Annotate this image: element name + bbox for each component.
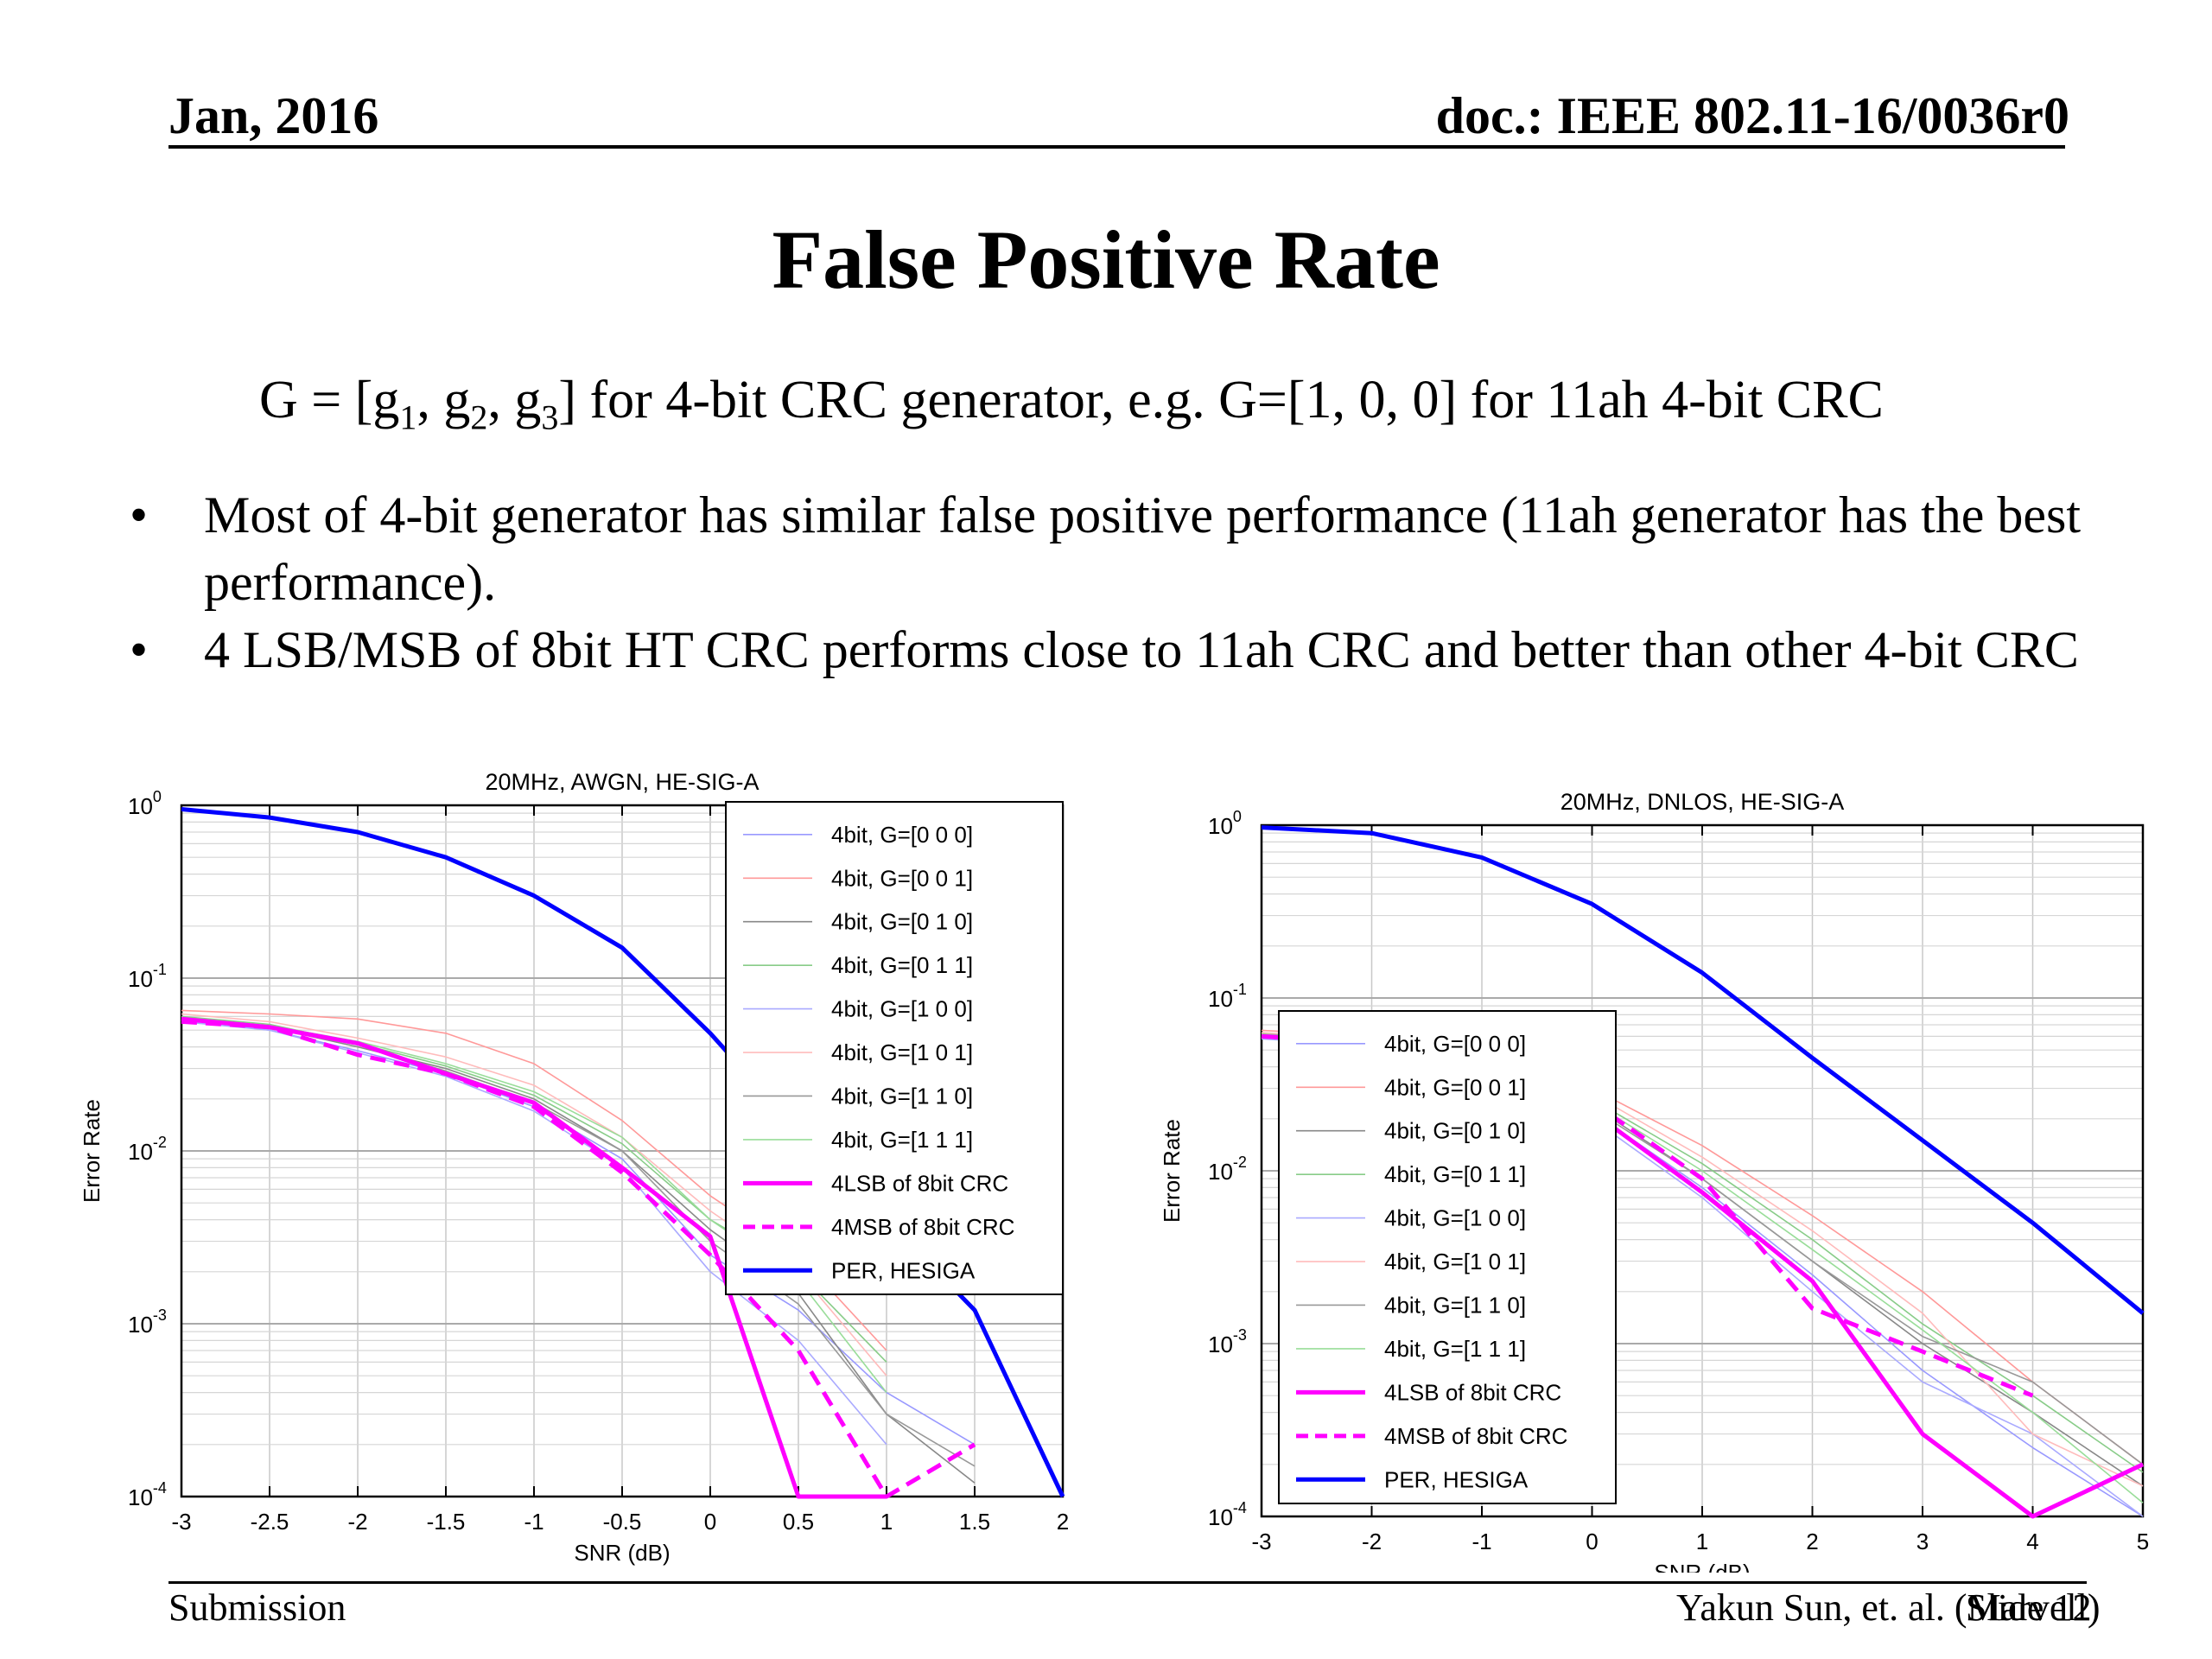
x-tick-label: -3 [171,1509,191,1535]
x-tick-label: -2 [1362,1529,1382,1554]
legend-label: 4bit, G=[0 1 0] [1384,1118,1526,1144]
legend-label: 4bit, G=[1 1 0] [1384,1292,1526,1318]
equation-part: ] for 4-bit CRC generator, e.g. G=[1, 0,… [558,371,1884,429]
footer-rule [168,1581,2087,1584]
equation-part: , g [416,371,471,429]
x-tick-label: 0.5 [783,1509,814,1535]
y-tick-label: 100 [128,788,162,819]
footer-slide-number: Slide 12 [1966,1586,2092,1629]
footer-author: Yakun Sun, et. al. (Marvell) [1676,1586,2101,1629]
chart-title: 20MHz, AWGN, HE-SIG-A [485,769,759,795]
x-tick-label: -1.5 [427,1509,466,1535]
x-tick-label: -2 [347,1509,367,1535]
y-tick-label: 10-1 [1208,981,1247,1012]
x-tick-label: 1.5 [959,1509,990,1535]
legend-label: 4bit, G=[0 0 1] [1384,1074,1526,1100]
generator-equation: G = [g1, g2, g3] for 4-bit CRC generator… [259,370,1884,437]
header-rule [168,145,2065,149]
x-tick-label: -3 [1251,1529,1271,1554]
legend-label: 4bit, G=[0 0 1] [831,865,973,891]
legend-box [725,801,1064,1295]
legend: 4bit, G=[0 0 0] 4bit, G=[0 0 1] 4bit, G=[0… [1278,1010,1617,1504]
y-axis-label: Error Rate [79,1099,105,1203]
series-line [181,1019,976,1499]
bullet-marker: • [130,486,149,543]
x-tick-label: -1 [524,1509,543,1535]
bullet-text: Most of 4-bit generator has similar fals… [204,486,2082,611]
legend-label: 4bit, G=[1 0 0] [1384,1205,1526,1231]
x-tick-label: 0 [704,1509,716,1535]
legend-label: 4bit, G=[1 1 1] [831,1127,973,1153]
y-axis-label: Error Rate [1159,1119,1185,1223]
chart-dnlos: -3 -2 -1 0 1 2 3 4 5 100 10-1 10-2 10-3 10-4 20MHz, DN… [1159,789,2149,1573]
header-date: Jan, 2016 [168,87,379,144]
legend-label: 4MSB of 8bit CRC [1384,1423,1567,1449]
x-tick-label: 3 [1916,1529,1929,1554]
legend-label: PER, HESIGA [1384,1466,1529,1492]
chart-title: 20MHz, DNLOS, HE-SIG-A [1560,789,1845,815]
header-doc-id: doc.: IEEE 802.11-16/0036r0 [1435,87,2069,144]
equation-subscript: 1 [399,397,417,437]
legend-label: 4bit, G=[0 1 0] [831,909,973,935]
legend-label: 4bit, G=[1 1 0] [831,1083,973,1109]
x-tick-label: 1 [880,1509,893,1535]
bullet-text: 4 LSB/MSB of 8bit HT CRC performs close … [204,621,2079,678]
series-line [181,1016,887,1499]
bullet-marker: • [130,621,149,678]
x-tick-label: 2 [1057,1509,1069,1535]
y-tick-label: 10-4 [1208,1499,1247,1530]
x-tick-label: 4 [2026,1529,2038,1554]
legend-box [1278,1010,1617,1504]
x-tick-label: 2 [1806,1529,1818,1554]
legend-label: 4bit, G=[0 1 1] [1384,1161,1526,1187]
legend-label: 4bit, G=[1 1 1] [1384,1336,1526,1362]
legend-label: 4bit, G=[1 0 0] [831,996,973,1022]
y-tick-label: 10-2 [128,1134,167,1165]
y-tick-label: 10-3 [1208,1326,1247,1357]
x-tick-label: -2.5 [251,1509,289,1535]
y-tick-label: 10-2 [1208,1154,1247,1185]
x-axis-label: SNR (dB) [574,1540,670,1566]
legend: 4bit, G=[0 0 0] 4bit, G=[0 0 1] 4bit, G=[0… [725,801,1064,1295]
legend-label: PER, HESIGA [831,1257,976,1283]
series-line [1261,825,2145,1315]
y-tick-label: 10-1 [128,961,167,992]
footer-submission: Submission [168,1586,346,1629]
chart-awgn: -3 -2.5 -2 -1.5 -1 -0.5 0 0.5 1 1.5 2 100 10-1 10-2 10… [79,769,1069,1566]
x-tick-label: 0 [1586,1529,1598,1554]
y-tick-label: 100 [1208,808,1242,839]
legend-label: 4bit, G=[0 1 1] [831,952,973,978]
legend-label: 4bit, G=[0 0 0] [831,822,973,848]
y-tick-label: 10-4 [128,1479,167,1510]
legend-label: 4LSB of 8bit CRC [1384,1379,1561,1405]
x-tick-label: 1 [1696,1529,1708,1554]
slide-title: False Positive Rate [772,213,1440,306]
legend-label: 4bit, G=[0 0 0] [1384,1031,1526,1057]
legend-label: 4MSB of 8bit CRC [831,1214,1014,1240]
x-tick-label: -0.5 [603,1509,642,1535]
equation-part: G = [g [259,371,400,429]
equation-part: , g [487,371,542,429]
equation-subscript: 3 [541,397,559,437]
legend-label: 4LSB of 8bit CRC [831,1170,1008,1196]
x-tick-label: -1 [1471,1529,1491,1554]
x-tick-label: 5 [2137,1529,2149,1554]
x-axis-label: SNR (dB) [1654,1560,1750,1573]
legend-label: 4bit, G=[1 0 1] [1384,1249,1526,1274]
legend-label: 4bit, G=[1 0 1] [831,1039,973,1065]
equation-subscript: 2 [470,397,488,437]
y-tick-label: 10-3 [128,1306,167,1338]
